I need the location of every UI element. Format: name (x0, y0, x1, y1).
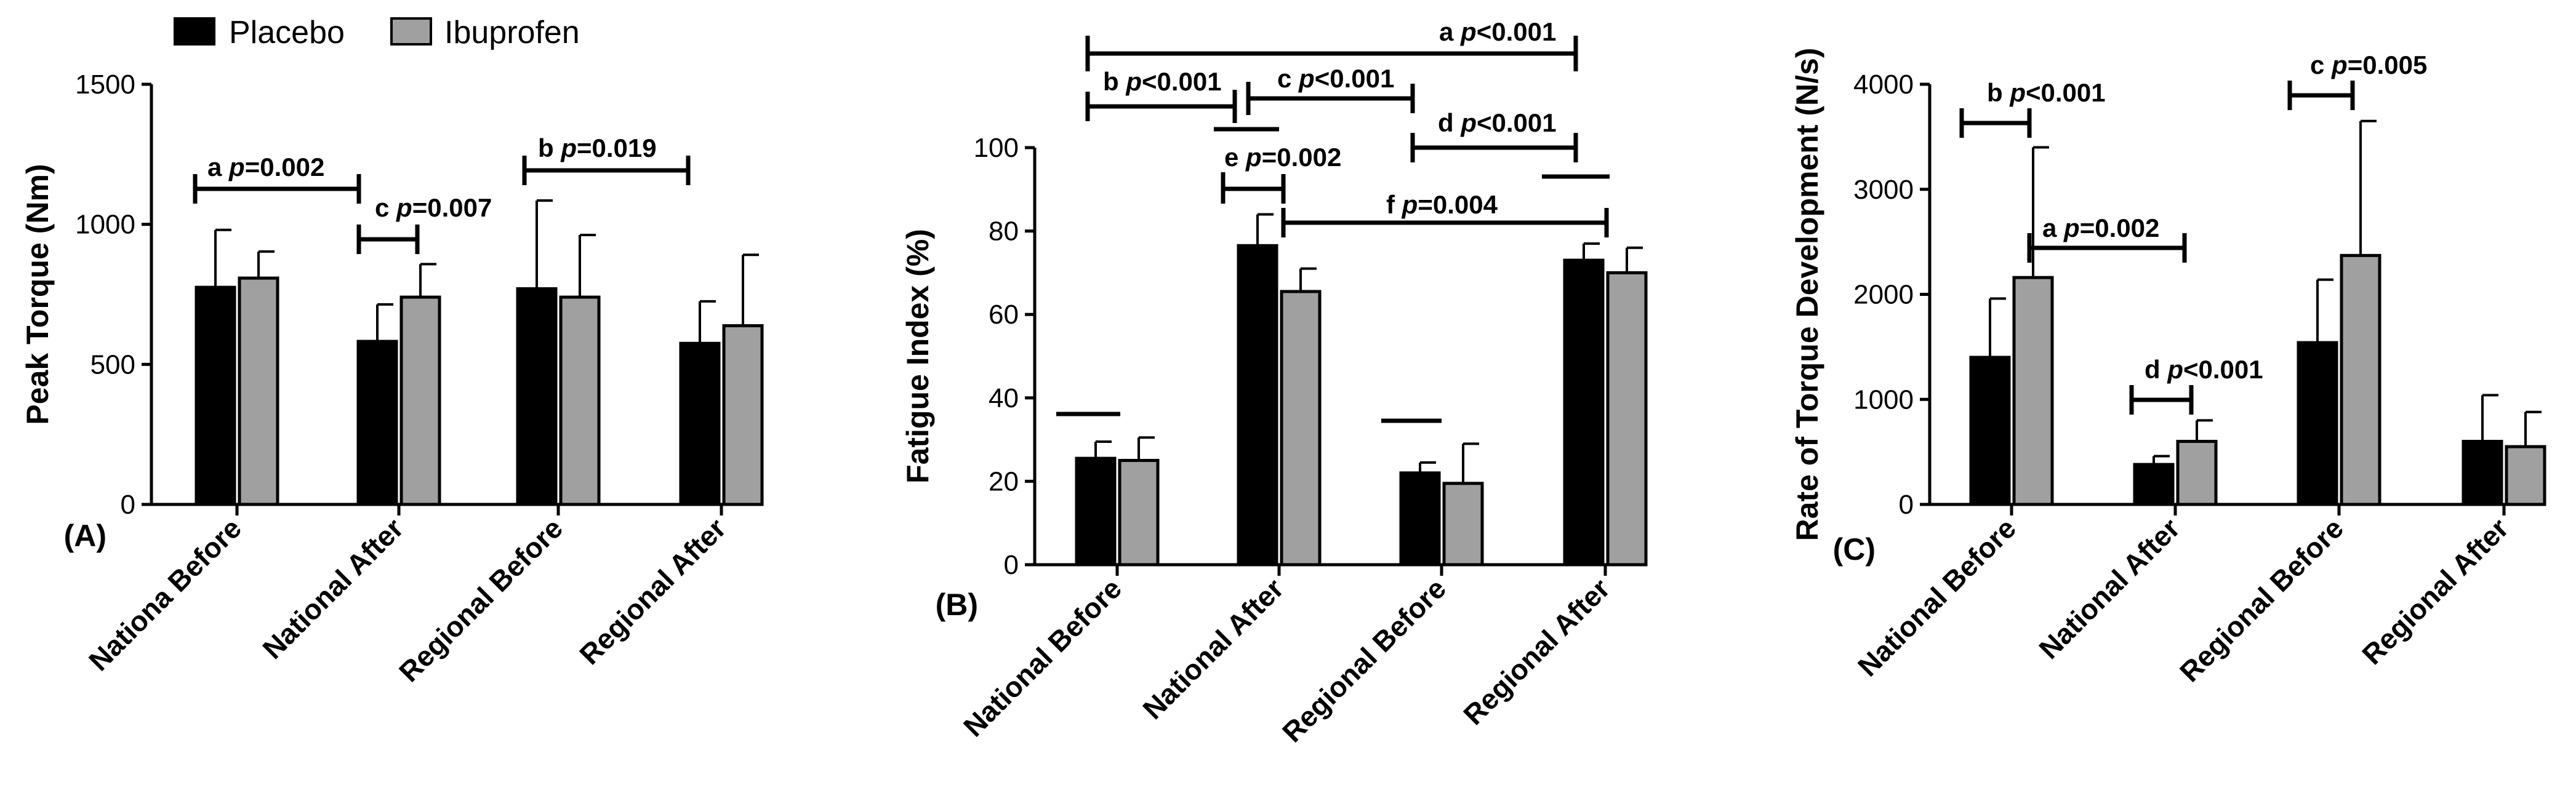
panel-tag: (A) (64, 519, 106, 553)
y-tick-label: 3000 (1853, 175, 1914, 205)
y-tick-label: 500 (90, 349, 135, 380)
bar (356, 340, 398, 506)
bar (1399, 471, 1441, 567)
bar (238, 276, 279, 506)
bar (559, 295, 601, 506)
bar (2133, 463, 2175, 506)
category-label: National After (256, 512, 409, 665)
y-tick-label: 1000 (75, 210, 135, 240)
category-label: National Before (957, 572, 1128, 742)
legend-swatch-ibuprofen (390, 17, 432, 46)
category-label: Regional After (1457, 572, 1616, 731)
bar (399, 295, 441, 506)
y-tick-label: 0 (1899, 490, 1914, 520)
y-tick-label: 80 (989, 217, 1019, 247)
y-tick-label: 20 (989, 466, 1019, 496)
sig-label: f p=0.004 (1386, 190, 1498, 219)
y-tick-label: 60 (989, 300, 1019, 330)
legend: Placebo Ibuprofen (174, 15, 580, 50)
bar (2012, 276, 2054, 506)
category-label: Regional After (573, 512, 732, 671)
y-tick-label: 40 (989, 383, 1019, 413)
category-label: Regional After (2356, 512, 2514, 671)
bar (2462, 440, 2503, 506)
bar (1075, 456, 1117, 567)
sig-label: b p<0.001 (1987, 78, 2106, 107)
category-label: Regional Before (2173, 512, 2349, 688)
bar (1969, 356, 2011, 506)
sig-label: a p=0.002 (207, 153, 324, 181)
y-tick-label: 0 (121, 490, 135, 520)
y-axis-title: Fatigue Index (%) (901, 229, 935, 484)
bar (1237, 244, 1278, 567)
sig-label: d p<0.001 (2145, 355, 2263, 384)
category-label: Regional Before (1276, 572, 1452, 748)
legend-swatch-placebo (174, 17, 215, 46)
sig-label: a p<0.001 (1439, 17, 1556, 46)
bar (195, 285, 236, 506)
sig-label: e p=0.002 (1224, 143, 1341, 172)
bar (1563, 258, 1605, 567)
y-tick-label: 0 (1004, 550, 1019, 580)
panel-tag: (C) (1833, 532, 1876, 567)
sig-label: a p=0.002 (2042, 213, 2159, 242)
category-label: National After (1136, 572, 1290, 725)
category-label: National Before (1852, 512, 2022, 682)
bar (1606, 271, 1648, 567)
category-label: Nationa Before (82, 512, 247, 677)
bar (2340, 253, 2381, 506)
y-tick-label: 1000 (1853, 384, 1914, 415)
chart-panel: 0 500 1000 1500 Peak Torque (Nm) (A)Nationa B… (20, 70, 764, 688)
sig-label: b p=0.019 (538, 133, 657, 162)
y-tick-label: 1500 (75, 70, 135, 100)
bar (1442, 482, 1484, 567)
sig-label: c p=0.007 (375, 193, 492, 222)
bar (722, 324, 764, 506)
panel-tag: (B) (936, 587, 978, 622)
y-tick-label: 2000 (1853, 280, 1914, 310)
bar (2297, 341, 2338, 506)
y-axis-title: Peak Torque (Nm) (20, 164, 55, 424)
bar (1118, 459, 1160, 567)
sig-label: c p=0.005 (2310, 50, 2427, 79)
y-axis-title: Rate of Torque Development (N/s) (1790, 48, 1824, 541)
sig-label: c p<0.001 (1277, 64, 1394, 93)
legend-label-placebo: Placebo (229, 15, 345, 50)
bar (679, 341, 721, 506)
legend-label-ibuprofen: Ibuprofen (444, 15, 580, 50)
bar (2505, 445, 2546, 506)
bar (1280, 290, 1322, 567)
bar (2176, 440, 2218, 506)
bar (516, 287, 558, 506)
sig-label: d p<0.001 (1438, 108, 1557, 137)
category-label: Regional Before (393, 512, 569, 688)
y-tick-label: 100 (974, 133, 1019, 163)
chart-panel: 0 1000 2000 3000 4000 Rate of Torque Developm… (1790, 48, 2546, 688)
y-tick-label: 4000 (1853, 70, 1914, 100)
sig-label: b p<0.001 (1103, 67, 1222, 96)
category-label: National After (2032, 512, 2186, 665)
